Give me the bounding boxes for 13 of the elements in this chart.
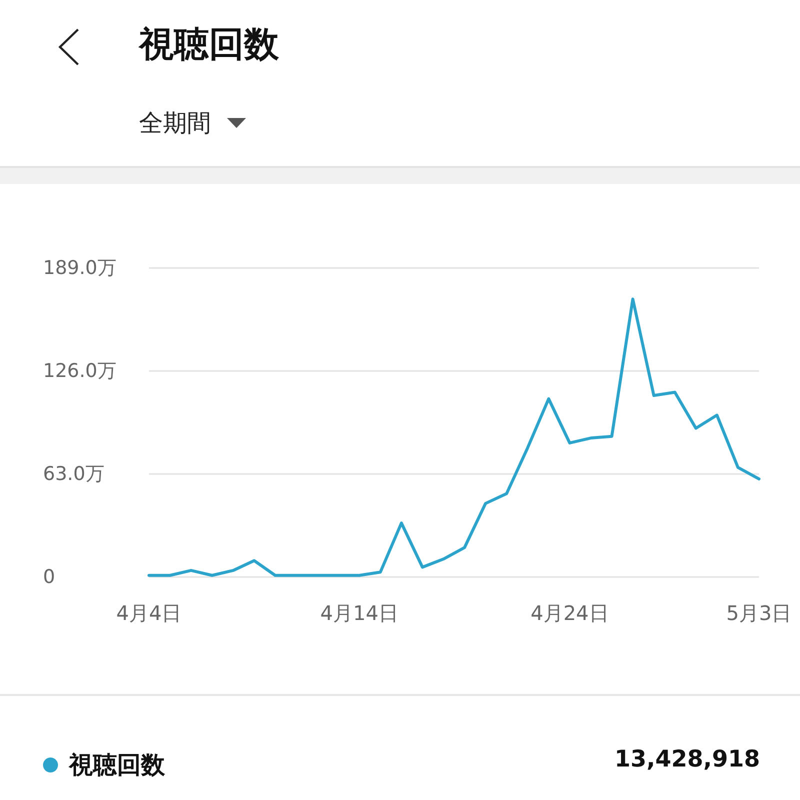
line-series <box>148 298 760 577</box>
chart-subtitle: 全期間 <box>139 108 211 139</box>
chart-title: 視聴回数 <box>139 24 279 67</box>
y-tick-label: 63.0万 <box>43 463 104 485</box>
legend-label: 視聴回数 <box>68 751 166 779</box>
x-tick-label: 4月24日 <box>530 601 609 625</box>
y-tick-label: 0 <box>43 566 56 588</box>
y-tick-label: 189.0万 <box>43 257 116 279</box>
y-tick-label: 126.0万 <box>43 360 116 382</box>
text: 13,428,918 <box>614 746 760 772</box>
x-tick-label: 5月3日 <box>726 601 792 625</box>
x-tick-label: 4月4日 <box>116 601 182 625</box>
x-tick-label: 4月14日 <box>320 601 398 625</box>
